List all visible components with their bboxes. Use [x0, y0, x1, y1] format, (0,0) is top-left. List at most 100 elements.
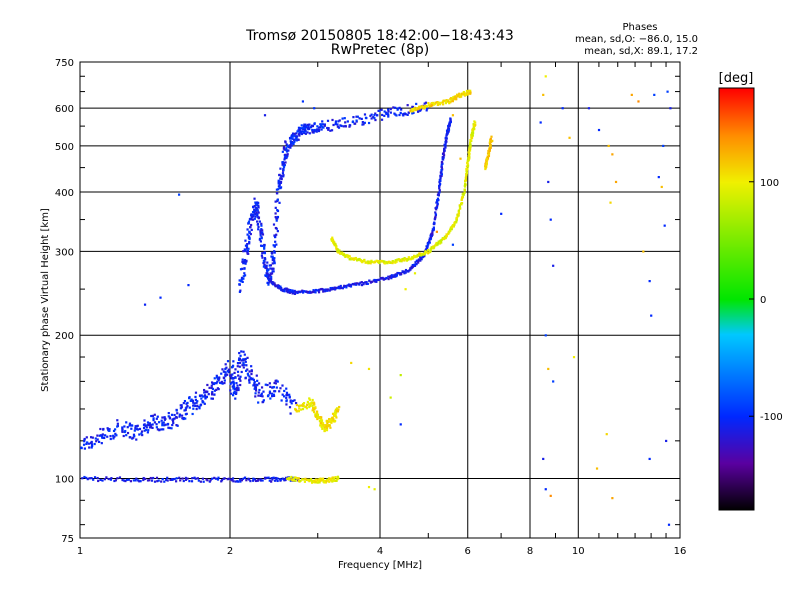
trace-point — [378, 261, 381, 265]
trace-point — [182, 479, 185, 483]
colorbar-band — [719, 341, 754, 343]
trace-point — [290, 135, 293, 138]
trace-point — [314, 288, 317, 292]
colorbar-band — [719, 383, 754, 385]
trace-point — [193, 402, 196, 405]
trace-point — [291, 132, 295, 135]
colorbar-band — [719, 231, 754, 233]
trace-point — [396, 108, 399, 111]
trace-point — [449, 119, 452, 122]
trace-point — [273, 244, 276, 247]
trace-point — [194, 398, 197, 401]
trace-point — [134, 425, 137, 428]
colorbar-band — [719, 360, 754, 362]
trace-point — [270, 272, 273, 275]
trace-point — [441, 156, 445, 159]
trace-point — [281, 175, 284, 178]
trace-point — [426, 242, 430, 246]
colorbar-band — [719, 279, 754, 281]
colorbar-band — [719, 304, 754, 306]
trace-point — [287, 476, 291, 479]
trace-point — [122, 434, 125, 438]
trace-point — [247, 236, 250, 239]
colorbar-band — [719, 346, 754, 348]
trace-point — [387, 275, 390, 278]
trace-point — [289, 140, 292, 143]
trace-point — [458, 207, 462, 210]
trace-point — [308, 123, 311, 126]
trace-point — [318, 419, 322, 423]
trace-point — [449, 227, 452, 230]
trace-point — [323, 124, 326, 127]
colorbar-band — [719, 339, 754, 341]
trace-point — [155, 476, 159, 479]
trace-point — [146, 431, 149, 434]
trace-point — [362, 123, 365, 126]
trace-point — [395, 114, 398, 117]
colorbar-band — [719, 291, 754, 293]
trace-point — [395, 260, 398, 263]
colorbar-band — [719, 278, 754, 280]
colorbar-band — [719, 406, 754, 408]
trace-point — [445, 137, 448, 140]
trace-point — [331, 236, 334, 239]
trace-point — [444, 145, 447, 148]
trace-point — [273, 282, 276, 285]
trace-point — [409, 257, 412, 260]
trace-point — [444, 102, 447, 105]
trace-point — [455, 216, 459, 219]
trace-point — [248, 478, 251, 481]
trace-point — [387, 277, 390, 281]
trace-point — [352, 282, 355, 286]
trace-point — [264, 258, 267, 261]
trace-point — [324, 424, 327, 427]
trace-point — [426, 248, 430, 252]
trace-point — [253, 197, 256, 200]
colorbar-band — [719, 216, 754, 218]
trace-point — [348, 124, 351, 127]
trace-point — [131, 424, 134, 427]
trace-point — [259, 230, 262, 233]
trace-point — [238, 279, 241, 282]
colorbar-band — [719, 397, 754, 399]
colorbar-band — [719, 443, 754, 445]
trace-point — [294, 401, 298, 405]
trace-point — [210, 397, 213, 400]
colorbar-band — [719, 265, 754, 267]
trace-point — [432, 101, 435, 105]
trace-point — [140, 432, 143, 435]
scatter-point — [611, 153, 614, 156]
colorbar-band — [719, 429, 754, 431]
trace-point — [166, 479, 169, 482]
trace-point — [88, 477, 91, 480]
trace-point — [340, 252, 344, 255]
trace-point — [462, 91, 466, 94]
trace-point — [276, 215, 280, 219]
colorbar-band — [719, 250, 754, 252]
trace-point — [311, 398, 314, 402]
trace-point — [289, 400, 292, 403]
trace-point — [439, 101, 442, 105]
colorbar-band — [719, 163, 754, 165]
trace-point — [255, 374, 258, 377]
scatter-point — [665, 439, 668, 443]
trace-point — [354, 282, 357, 285]
trace-point — [248, 370, 251, 373]
trace-point — [273, 257, 276, 260]
trace-point — [202, 388, 206, 392]
trace-point — [116, 477, 119, 480]
scatter-point — [544, 334, 547, 337]
colorbar-band — [719, 419, 754, 421]
trace-point — [471, 129, 475, 132]
trace-point — [94, 437, 97, 440]
colorbar-band — [719, 105, 754, 107]
colorbar-band — [719, 156, 754, 158]
trace-point — [395, 274, 399, 277]
trace-point — [308, 405, 311, 409]
trace-point — [274, 226, 277, 230]
trace-point — [263, 247, 266, 250]
trace-point — [135, 428, 138, 431]
colorbar-band — [719, 162, 754, 164]
trace-point — [394, 275, 397, 278]
x-tick-label: 2 — [227, 546, 233, 557]
